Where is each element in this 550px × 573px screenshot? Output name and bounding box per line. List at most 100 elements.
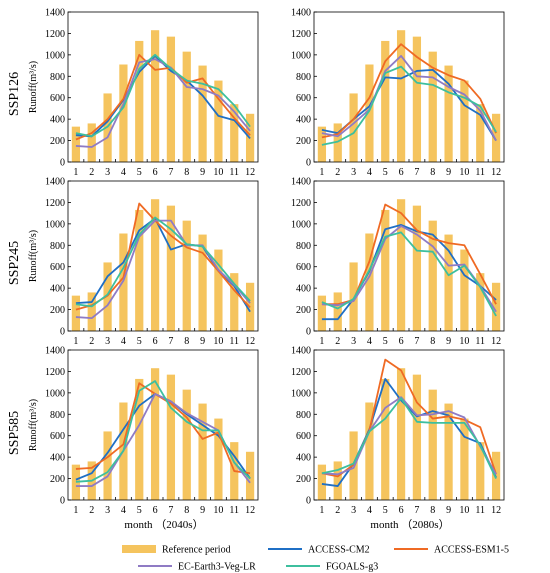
x-tick-label: 8 (430, 505, 435, 516)
reference-bar (198, 234, 207, 331)
y-tick-label: 600 (296, 93, 311, 104)
reference-bar (317, 295, 327, 331)
x-tick-label: 5 (137, 167, 142, 178)
x-tick-label: 10 (213, 336, 223, 347)
series-line-access-esm1-5 (321, 203, 497, 306)
x-tick-label: 2 (335, 167, 340, 178)
x-tick-label: 4 (367, 505, 372, 516)
x-tick-label: 6 (153, 336, 158, 347)
y-tick-label: 200 (50, 474, 65, 485)
series-line-access-esm1-5 (75, 53, 251, 141)
reference-bar (166, 36, 176, 162)
x-tick-label: 9 (200, 167, 205, 178)
x-tick-label: 9 (200, 336, 205, 347)
legend-item-fgoals-g3: FGOALS-g3 (286, 562, 378, 573)
y-tick-label: 1200 (45, 29, 65, 40)
reference-bar (365, 402, 374, 500)
x-label-2080s: month （2080s） (370, 518, 449, 531)
reference-bar (119, 64, 128, 162)
y-tick-label: 0 (60, 496, 65, 507)
reference-bar (491, 113, 501, 162)
reference-bar (135, 209, 144, 331)
plot-frame (67, 11, 259, 163)
series-line-fgoals-g3 (321, 65, 497, 146)
legend-swatch-bar (122, 545, 156, 553)
x-tick-label: 6 (153, 505, 158, 516)
x-tick-label: 1 (319, 336, 324, 347)
x-tick-label: 6 (153, 167, 158, 178)
legend-item-access-cm2: ACCESS-CM2 (268, 545, 370, 556)
y-tick-label: 200 (296, 305, 311, 316)
reference-bar (396, 199, 406, 331)
y-tick-label: 800 (50, 410, 65, 421)
x-tick-label: 4 (121, 167, 126, 178)
reference-bar (444, 403, 453, 500)
reference-bar (317, 464, 327, 500)
series-line-access-cm2 (75, 393, 251, 481)
legend-item-ec-earth3-veg-lr: EC-Earth3-Veg-LR (138, 562, 256, 573)
reference-bar (150, 30, 160, 163)
y-tick-label: 1400 (291, 8, 311, 19)
reference-bar (150, 199, 160, 331)
x-tick-label: 12 (245, 167, 255, 178)
series-line-ec-earth3-veg-lr (321, 55, 497, 141)
y-axis-label: Runoff(m³/s) (28, 61, 39, 113)
y-tick-label: 400 (50, 115, 65, 126)
reference-bar (333, 292, 342, 331)
x-tick-label: 11 (475, 167, 485, 178)
reference-bar (103, 262, 112, 331)
reference-bar (245, 451, 255, 500)
legend-item-access-esm1-5: ACCESS-ESM1-5 (394, 545, 509, 556)
reference-bar (444, 65, 453, 162)
series-line-access-esm1-5 (75, 382, 251, 475)
row-label-ssp126: SSP126 (7, 72, 22, 116)
series-line-ec-earth3-veg-lr (75, 219, 251, 320)
y-tick-label: 0 (60, 158, 65, 169)
row-label-ssp245: SSP245 (7, 241, 22, 285)
series-line-ec-earth3-veg-lr (75, 58, 251, 148)
reference-bar (412, 36, 422, 162)
y-tick-label: 600 (296, 431, 311, 442)
reference-bar (333, 461, 342, 500)
y-tick-label: 800 (50, 72, 65, 83)
reference-bar (460, 80, 469, 162)
reference-bar (349, 262, 358, 331)
y-tick-label: 800 (50, 241, 65, 252)
y-tick-label: 200 (50, 305, 65, 316)
reference-bar (476, 273, 485, 331)
y-tick-label: 1000 (291, 388, 311, 399)
series-line-fgoals-g3 (75, 216, 251, 308)
x-tick-label: 2 (89, 505, 94, 516)
reference-bar (135, 378, 144, 500)
legend: Reference period ACCESS-CM2 ACCESS-ESM1-5 E… (122, 545, 509, 573)
series-line-access-esm1-5 (321, 43, 497, 139)
x-tick-label: 1 (73, 167, 78, 178)
reference-bar (396, 368, 406, 500)
y-tick-label: 600 (50, 93, 65, 104)
x-tick-label: 4 (121, 336, 126, 347)
x-tick-label: 7 (414, 336, 419, 347)
reference-bar (182, 51, 191, 162)
x-tick-label: 9 (446, 167, 451, 178)
reference-bar (491, 282, 501, 331)
x-tick-label: 8 (184, 167, 189, 178)
x-tick-label: 2 (89, 336, 94, 347)
y-tick-label: 200 (296, 474, 311, 485)
reference-bar (71, 464, 81, 500)
reference-bar (349, 93, 358, 162)
x-tick-label: 10 (459, 167, 469, 178)
series-line-fgoals-g3 (321, 397, 497, 479)
x-tick-label: 6 (399, 167, 404, 178)
x-tick-label: 12 (245, 336, 255, 347)
y-tick-label: 400 (296, 284, 311, 295)
x-tick-label: 3 (351, 167, 356, 178)
reference-bar (333, 123, 342, 162)
y-tick-label: 600 (50, 431, 65, 442)
x-tick-label: 5 (383, 505, 388, 516)
